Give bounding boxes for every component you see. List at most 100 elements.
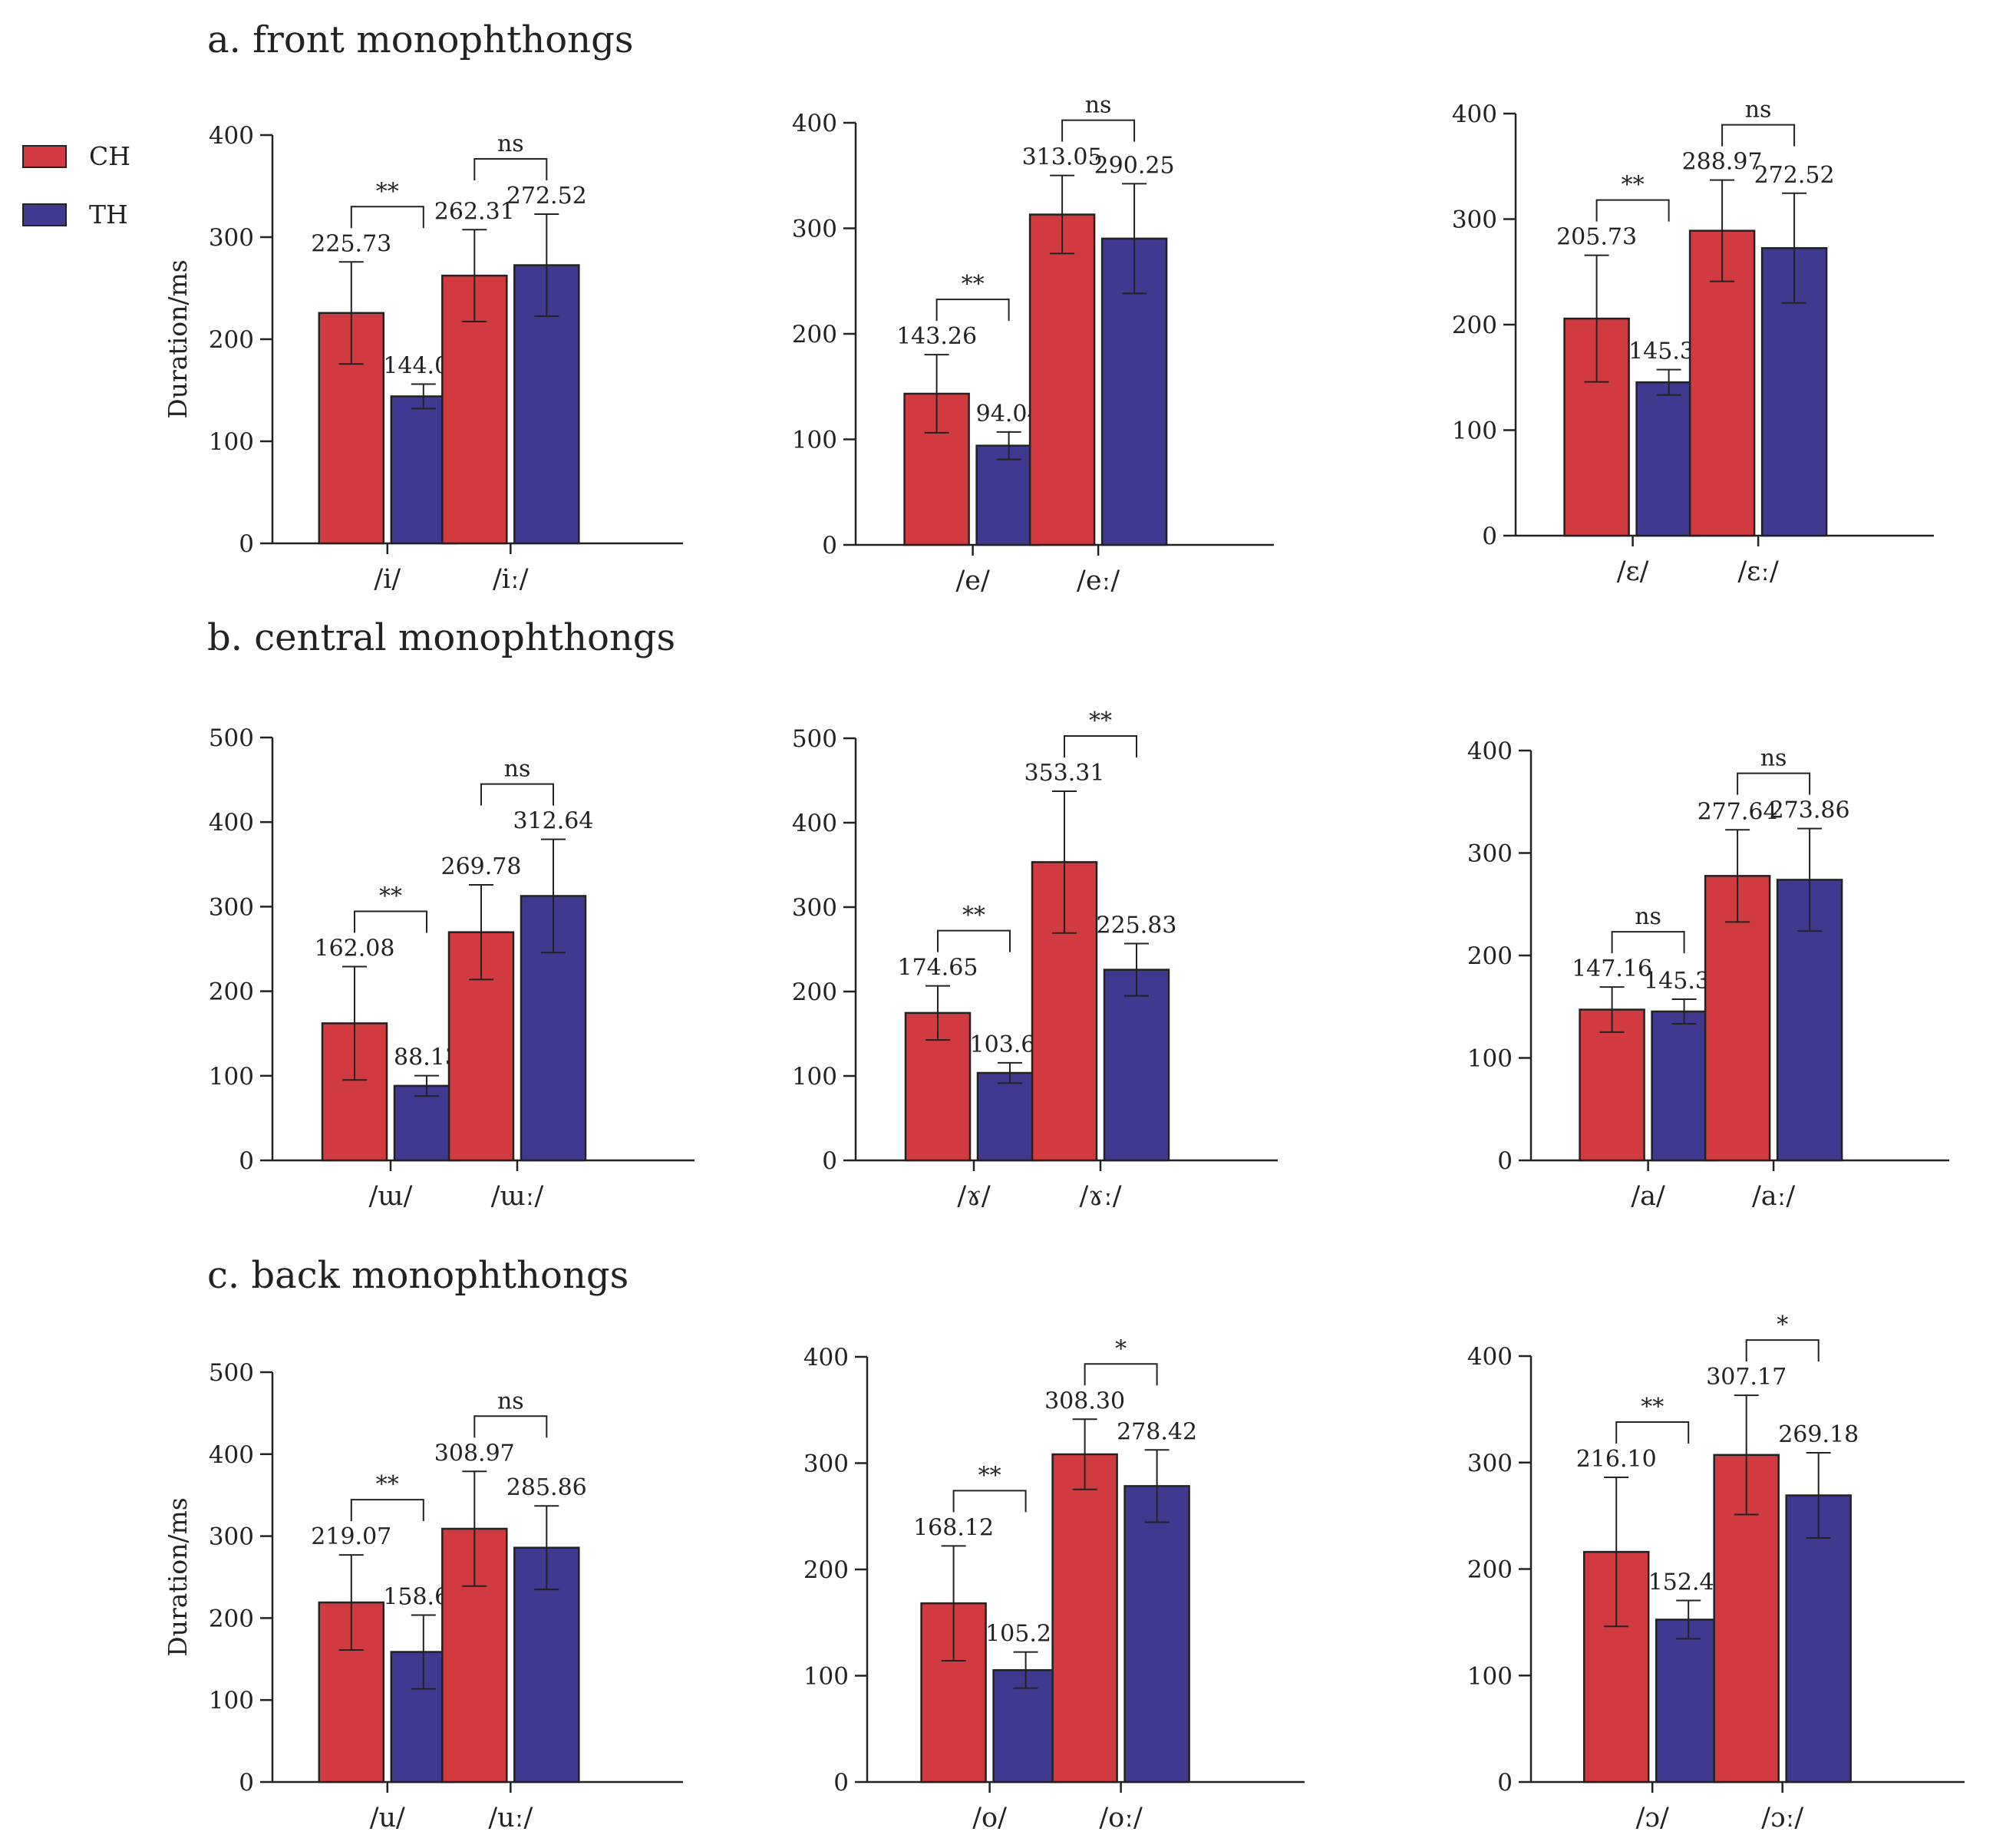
- y-tick-label: 0: [822, 1147, 837, 1175]
- y-tick-label: 100: [209, 1063, 254, 1091]
- y-tick-label: 300: [1467, 840, 1513, 868]
- significance-label: **: [1089, 708, 1112, 734]
- data-label: 312.64: [513, 808, 594, 835]
- significance-bracket: [1595, 199, 1670, 222]
- data-label: 168.12: [913, 1514, 994, 1541]
- y-tick-label: 400: [803, 1344, 849, 1371]
- data-label: 308.30: [1044, 1388, 1125, 1414]
- data-label: 269.18: [1778, 1421, 1859, 1448]
- y-tick-label: 300: [803, 1450, 849, 1478]
- y-tick-label: 200: [209, 326, 254, 354]
- section-title-back: c. back monophthongs: [207, 1254, 629, 1297]
- bar-th: [1655, 1619, 1722, 1784]
- y-tick-label: 100: [792, 427, 837, 454]
- y-tick-label: 200: [1467, 1556, 1513, 1584]
- y-tick-label: 0: [239, 1147, 254, 1175]
- y-tick-label: 400: [792, 810, 837, 837]
- chart-panel-3: 0100200300400/ɛ/205.73145.35**/ɛː/288.97…: [1452, 97, 1934, 587]
- data-label: 313.05: [1022, 144, 1103, 171]
- y-tick-label: 200: [1467, 942, 1513, 970]
- significance-bracket: [350, 206, 424, 229]
- chart-panel-9: 0100200300400/ɔ/216.10152.48**/ɔː/307.17…: [1467, 1312, 1965, 1833]
- x-tick-label: /oː/: [1099, 1803, 1143, 1833]
- y-tick-label: 200: [1452, 312, 1497, 339]
- y-tick-label: 0: [239, 530, 254, 558]
- significance-label: **: [376, 178, 399, 205]
- charts: 0100200300400Duration/ms/i/225.73144.02*…: [163, 92, 1965, 1833]
- significance-bracket: [1064, 734, 1137, 757]
- chart-panel-5: 0100200300400500/ɤ/174.65103.61**/ɤː/353…: [792, 708, 1278, 1212]
- bar-th: [1123, 1485, 1190, 1784]
- bar-th: [1103, 969, 1170, 1162]
- y-tick-label: 400: [792, 110, 837, 137]
- y-tick-label: 500: [792, 725, 837, 753]
- data-label: 278.42: [1117, 1418, 1197, 1445]
- bar-ch: [1028, 213, 1096, 546]
- y-tick-label: 300: [1467, 1450, 1513, 1477]
- bar-ch: [1051, 1453, 1118, 1784]
- bar-ch: [1579, 1008, 1645, 1162]
- y-tick-label: 300: [792, 216, 837, 243]
- y-tick-label: 400: [1452, 101, 1497, 128]
- y-tick-label: 100: [1467, 1045, 1513, 1073]
- y-tick-label: 0: [1497, 1769, 1513, 1797]
- significance-bracket: [935, 299, 1010, 322]
- chart-panel-8: 0100200300400/o/168.12105.28**/oː/308.30…: [803, 1335, 1305, 1833]
- x-tick-label: /ɯ/: [369, 1181, 413, 1212]
- significance-label: **: [962, 271, 985, 298]
- legend-label-th: TH: [89, 200, 128, 229]
- y-tick-label: 100: [1467, 1662, 1513, 1690]
- significance-bracket: [473, 1415, 548, 1438]
- significance-label: **: [1622, 172, 1645, 199]
- x-tick-label: /iː/: [493, 564, 529, 595]
- y-tick-label: 200: [792, 978, 837, 1006]
- significance-bracket: [937, 929, 1011, 952]
- y-tick-label: 400: [209, 1441, 254, 1469]
- y-tick-label: 100: [792, 1063, 837, 1091]
- significance-label: ns: [504, 756, 531, 783]
- significance-bracket: [1721, 124, 1796, 147]
- data-label: 353.31: [1024, 760, 1105, 787]
- x-tick-label: /ɛ/: [1617, 556, 1649, 587]
- significance-label: ns: [497, 130, 524, 157]
- data-label: 143.26: [896, 323, 977, 350]
- y-tick-label: 300: [792, 894, 837, 922]
- significance-label: **: [1641, 1394, 1664, 1421]
- chart-panel-2: 0100200300400/e/143.2694.04**/eː/313.052…: [792, 92, 1274, 596]
- x-tick-label: /eː/: [1077, 566, 1120, 596]
- y-tick-label: 300: [209, 224, 254, 252]
- data-label: 269.78: [441, 853, 522, 880]
- chart-panel-7: 0100200300400500Duration/ms/u/219.07158.…: [163, 1359, 683, 1833]
- significance-label: ns: [1635, 903, 1661, 930]
- x-tick-label: /ɛː/: [1737, 556, 1779, 587]
- legend-swatch-th: [22, 203, 67, 226]
- significance-bracket: [350, 1499, 424, 1522]
- x-tick-label: /o/: [972, 1803, 1007, 1833]
- x-tick-label: /ɤ/: [957, 1181, 991, 1212]
- data-label: 225.73: [311, 230, 391, 257]
- significance-label: **: [379, 883, 402, 910]
- y-tick-label: 100: [1452, 417, 1497, 445]
- y-tick-label: 200: [803, 1556, 849, 1584]
- y-tick-label: 200: [209, 978, 254, 1006]
- y-tick-label: 300: [209, 893, 254, 921]
- y-tick-label: 100: [209, 428, 254, 456]
- y-axis-title: Duration/ms: [163, 1497, 193, 1656]
- y-tick-label: 400: [209, 122, 254, 150]
- y-tick-label: 200: [792, 321, 837, 348]
- y-tick-label: 100: [209, 1687, 254, 1714]
- significance-bracket: [1611, 931, 1685, 954]
- data-label: 219.07: [311, 1523, 391, 1550]
- x-tick-label: /u/: [370, 1803, 405, 1833]
- data-label: 147.16: [1572, 955, 1652, 982]
- legend-label-ch: CH: [89, 141, 130, 171]
- y-tick-label: 300: [1452, 206, 1497, 234]
- x-tick-label: /i/: [374, 564, 401, 595]
- data-label: 285.86: [506, 1474, 587, 1501]
- y-tick-label: 0: [833, 1769, 849, 1797]
- section-title-front: a. front monophthongs: [207, 18, 633, 61]
- y-tick-label: 500: [209, 724, 254, 752]
- y-tick-label: 400: [1467, 738, 1513, 765]
- significance-label: **: [962, 903, 985, 929]
